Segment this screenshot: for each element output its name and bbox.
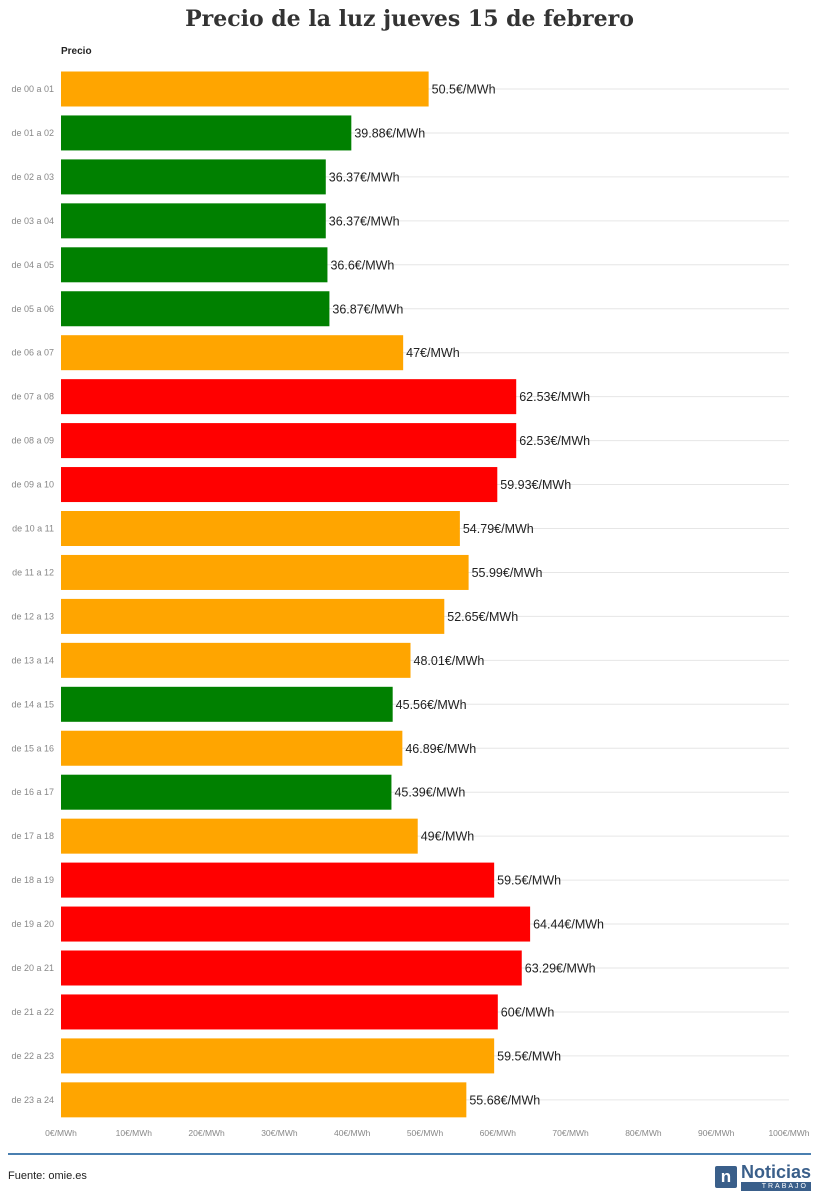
value-label: 36.6€/MWh xyxy=(330,258,394,272)
value-label: 36.87€/MWh xyxy=(332,302,403,316)
category-label: de 03 a 04 xyxy=(11,216,54,226)
category-label: de 17 a 18 xyxy=(11,831,54,841)
value-label: 59.5€/MWh xyxy=(497,874,561,888)
value-label: 52.65€/MWh xyxy=(447,610,518,624)
logo-mark: n xyxy=(714,1166,737,1188)
x-tick-label: 0€/MWh xyxy=(45,1128,77,1138)
value-label: 63.29€/MWh xyxy=(525,962,596,976)
bar xyxy=(61,774,392,810)
category-label: de 07 a 08 xyxy=(11,392,54,402)
category-label: de 19 a 20 xyxy=(11,919,54,929)
x-tick-label: 90€/MWh xyxy=(698,1128,735,1138)
bar xyxy=(61,467,498,503)
bar xyxy=(61,423,517,459)
value-label: 45.56€/MWh xyxy=(396,698,467,712)
value-label: 55.99€/MWh xyxy=(472,566,543,580)
category-label: de 20 a 21 xyxy=(11,963,54,973)
bar xyxy=(61,994,498,1030)
bar xyxy=(61,71,429,107)
bar xyxy=(61,291,330,327)
x-tick-label: 30€/MWh xyxy=(261,1128,298,1138)
category-label: de 23 a 24 xyxy=(11,1095,54,1105)
series-label: Precio xyxy=(61,46,92,57)
x-tick-label: 20€/MWh xyxy=(188,1128,225,1138)
x-tick-label: 50€/MWh xyxy=(407,1128,444,1138)
category-label: de 18 a 19 xyxy=(11,875,54,885)
value-label: 59.93€/MWh xyxy=(500,478,571,492)
category-label: de 08 a 09 xyxy=(11,436,54,446)
bar xyxy=(61,906,531,942)
value-label: 48.01€/MWh xyxy=(414,654,485,668)
bar xyxy=(61,247,328,283)
bar xyxy=(61,1082,467,1118)
brand-logo: n Noticias TRABAJO xyxy=(714,1162,811,1191)
value-label: 59.5€/MWh xyxy=(497,1049,561,1063)
category-label: de 02 a 03 xyxy=(11,172,54,182)
source-note: Fuente: omie.es xyxy=(8,1170,87,1182)
value-label: 39.88€/MWh xyxy=(354,126,425,140)
bar xyxy=(61,511,460,546)
bar xyxy=(61,379,517,415)
x-tick-label: 10€/MWh xyxy=(116,1128,153,1138)
logo-subtext: TRABAJO xyxy=(740,1182,811,1191)
value-label: 60€/MWh xyxy=(501,1005,555,1019)
bar-chart: de 00 a 01 50.5€/MWh de 01 a 02 39.88€/MWh d… xyxy=(11,71,810,1138)
category-label: de 13 a 14 xyxy=(11,655,54,665)
x-tick-label: 40€/MWh xyxy=(334,1128,371,1138)
category-label: de 21 a 22 xyxy=(11,1007,54,1017)
bar xyxy=(61,203,326,239)
bar xyxy=(61,862,495,898)
category-label: de 01 a 02 xyxy=(11,128,54,138)
category-label: de 15 a 16 xyxy=(11,743,54,753)
category-label: de 22 a 23 xyxy=(11,1051,54,1061)
value-label: 49€/MWh xyxy=(421,830,475,844)
value-label: 50.5€/MWh xyxy=(432,83,496,97)
value-label: 62.53€/MWh xyxy=(519,434,590,448)
bar xyxy=(61,115,352,151)
category-label: de 12 a 13 xyxy=(11,611,54,621)
value-label: 55.68€/MWh xyxy=(469,1093,540,1107)
category-label: de 16 a 17 xyxy=(11,787,54,797)
category-label: de 14 a 15 xyxy=(11,699,54,709)
category-label: de 06 a 07 xyxy=(11,348,54,358)
x-tick-label: 70€/MWh xyxy=(552,1128,589,1138)
bar xyxy=(61,598,445,634)
value-label: 45.39€/MWh xyxy=(394,786,465,800)
value-label: 47€/MWh xyxy=(406,346,460,360)
bar xyxy=(61,730,403,766)
category-label: de 00 a 01 xyxy=(11,84,54,94)
x-tick-label: 80€/MWh xyxy=(625,1128,662,1138)
value-label: 62.53€/MWh xyxy=(519,390,590,404)
category-label: de 11 a 12 xyxy=(12,567,54,577)
footer-divider xyxy=(8,1153,811,1155)
bar xyxy=(61,818,418,854)
bar xyxy=(61,686,393,722)
chart-title: Precio de la luz jueves 15 de febrero xyxy=(185,6,634,32)
category-label: de 10 a 11 xyxy=(12,524,54,534)
bar xyxy=(61,642,411,678)
bar xyxy=(61,1038,495,1074)
category-label: de 05 a 06 xyxy=(11,304,54,314)
category-label: de 04 a 05 xyxy=(11,260,54,270)
x-tick-label: 60€/MWh xyxy=(480,1128,517,1138)
x-tick-label: 100€/MWh xyxy=(768,1128,809,1138)
value-label: 36.37€/MWh xyxy=(329,214,400,228)
category-label: de 09 a 10 xyxy=(11,480,54,490)
bar xyxy=(61,950,522,986)
logo-text: Noticias xyxy=(740,1162,811,1182)
bar xyxy=(61,335,404,371)
bar xyxy=(61,554,469,590)
value-label: 64.44€/MWh xyxy=(533,918,604,932)
value-label: 36.37€/MWh xyxy=(329,170,400,184)
value-label: 46.89€/MWh xyxy=(405,742,476,756)
bar xyxy=(61,159,326,195)
value-label: 54.79€/MWh xyxy=(463,522,534,536)
